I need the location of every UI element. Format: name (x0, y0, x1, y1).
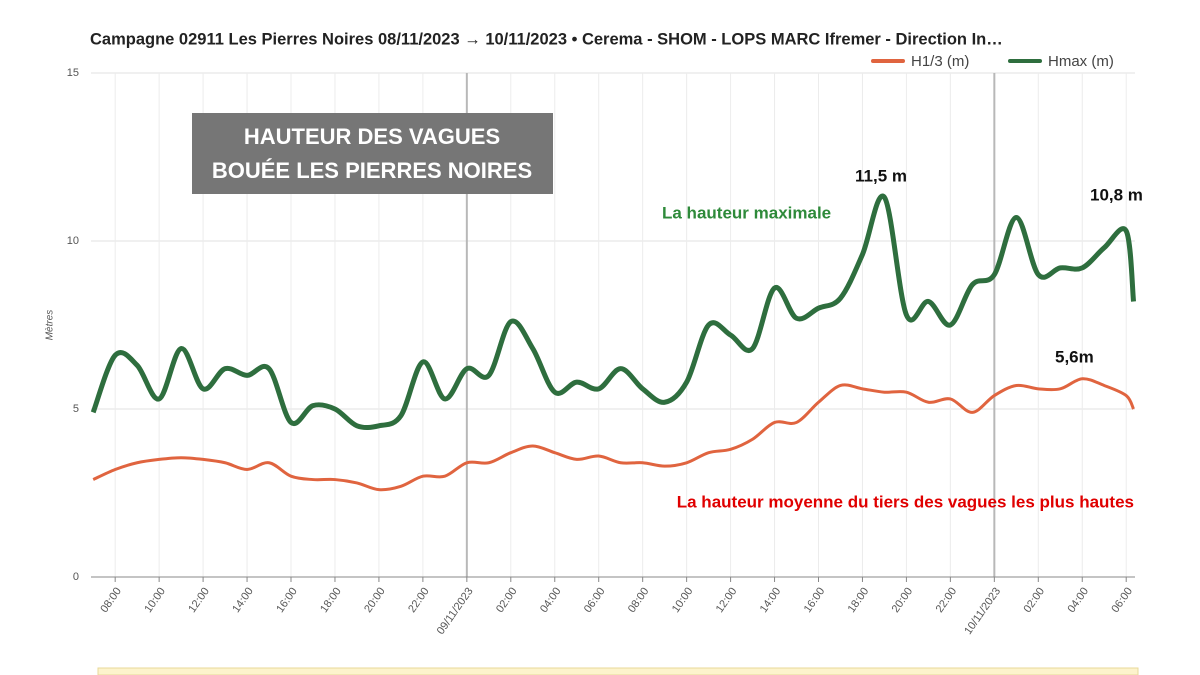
line-series (90, 193, 1137, 430)
annotation: La hauteur maximale (662, 203, 831, 222)
y-tick-label: 15 (67, 67, 79, 79)
legend-label: Hmax (m) (1048, 53, 1114, 70)
legend: H1/3 (m) Hmax (m) (871, 53, 1114, 70)
annotation: La hauteur moyenne du tiers des vagues l… (677, 492, 1134, 511)
overlay-title: HAUTEUR DES VAGUES (244, 124, 500, 149)
annotation: 11,5 m (855, 166, 907, 185)
lines (90, 193, 1137, 492)
y-tick-label: 0 (73, 571, 79, 583)
annotation: 5,6m (1055, 347, 1094, 366)
y-tick-label: 5 (73, 403, 79, 415)
y-tick-label: 10 (67, 235, 79, 247)
legend-label: H1/3 (m) (911, 53, 969, 70)
bottom-strip (97, 667, 1139, 675)
line-series (92, 377, 1135, 492)
annotation: 10,8 m (1090, 185, 1143, 204)
y-axis-label: Mètres (45, 310, 56, 341)
chart-title: Campagne 02911 Les Pierres Noires 08/11/… (90, 30, 1003, 48)
overlay-box (192, 113, 553, 194)
overlay-title: BOUÉE LES PIERRES NOIRES (212, 158, 532, 183)
